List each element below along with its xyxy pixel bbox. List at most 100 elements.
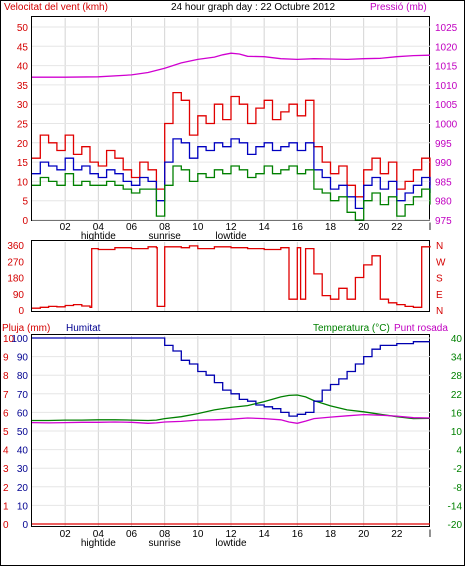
pressure-tick-label: 985 [435, 177, 452, 188]
x-tick-label: 04 [93, 529, 105, 540]
x-tick-label: 06 [126, 529, 138, 540]
wind-tick-label: 15 [17, 158, 29, 169]
humidity-tick-label: 60 [17, 408, 29, 419]
x-tick-label: 22 [391, 222, 403, 233]
humidity-tick-label: 10 [17, 501, 29, 512]
x-tick-label: 16 [292, 222, 304, 233]
pressure-tick-label: 980 [435, 197, 452, 208]
x-tick-label: 12 [225, 529, 237, 540]
x-tick-label: 14 [259, 529, 271, 540]
compass-tick-label: N [436, 306, 443, 317]
x-tick-label: 18 [325, 529, 337, 540]
direction-tick-label: 360 [7, 241, 24, 252]
rain-tick-label: 9 [3, 353, 9, 364]
direction-tick-label: 180 [7, 274, 24, 285]
x-event-label: sunrise [149, 231, 182, 242]
temperature-tick-label: 16 [451, 408, 463, 419]
wind-max-line [32, 91, 431, 198]
wind-tick-label: 50 [17, 23, 29, 34]
wind-tick-label: 5 [22, 197, 28, 208]
dewpoint-title: Punt rosada [394, 323, 448, 334]
temperature-tick-label: 22 [451, 390, 463, 401]
x-tick-label: 20 [358, 529, 370, 540]
temperature-tick-label: -20 [448, 520, 463, 531]
wind-min-line [32, 165, 431, 221]
data-series [31, 52, 431, 525]
humidity-tick-label: 80 [17, 371, 29, 382]
wind-title: Velocitat del vent (kmh) [4, 2, 108, 13]
wind-tick-label: 45 [17, 42, 29, 53]
rain-tick-label: 7 [3, 390, 9, 401]
pressure-tick-label: 990 [435, 158, 452, 169]
humidity-tick-label: 40 [17, 446, 29, 457]
temperature-title: Temperatura (°C) [313, 323, 390, 334]
rain-tick-label: 2 [3, 483, 9, 494]
pressure-tick-label: 1025 [435, 23, 458, 34]
temperature-line [32, 394, 431, 422]
humidity-tick-label: 100 [11, 334, 28, 345]
humidity-tick-label: 0 [22, 520, 28, 531]
x-tick-label: 04 [93, 222, 105, 233]
x-tick-label: 10 [192, 529, 204, 540]
x-event-label: lowtide [215, 231, 247, 242]
rain-tick-label: 1 [3, 501, 9, 512]
humidity-tick-label: 30 [17, 464, 29, 475]
x-tick-label: 06 [126, 222, 138, 233]
pressure-tick-label: 1005 [435, 100, 458, 111]
rain-tick-label: 8 [3, 371, 9, 382]
humidity-tick-label: 50 [17, 427, 29, 438]
dewpoint-line [31, 413, 431, 424]
x-tick-label: 02 [60, 222, 72, 233]
x-event-label: lowtide [215, 538, 247, 549]
wind-tick-label: 0 [22, 216, 28, 227]
pressure-line [32, 52, 431, 78]
compass-tick-label: S [436, 274, 443, 285]
humidity-tick-label: 90 [17, 353, 29, 364]
rain-tick-label: 6 [3, 408, 9, 419]
x-event-label: hightide [81, 231, 116, 242]
wind-tick-label: 30 [17, 100, 29, 111]
wind-tick-label: 20 [17, 139, 29, 150]
temperature-tick-label: -14 [448, 501, 463, 512]
axis-labels: 5045403530252015105010251020101510101005… [3, 23, 462, 549]
compass-tick-label: W [436, 257, 446, 268]
direction-tick-label: 0 [18, 306, 24, 317]
pressure-title: Pressió (mb) [370, 2, 427, 13]
pressure-tick-label: 975 [435, 216, 452, 227]
graph-title: 24 hour graph day : 22 Octubre 2012 [171, 2, 335, 13]
x-tick-label: 10 [192, 222, 204, 233]
humidity-line [32, 337, 430, 417]
temperature-tick-label: 34 [451, 353, 463, 364]
x-event-label: hightide [81, 538, 116, 549]
x-tick-label: 08 [159, 529, 171, 540]
x-tick-label: 22 [391, 529, 403, 540]
x-tick-label: 18 [325, 222, 337, 233]
x-tick-label: l [429, 529, 431, 540]
wind-tick-label: 10 [17, 177, 29, 188]
x-tick-label: l [429, 222, 431, 233]
humidity-tick-label: 70 [17, 390, 29, 401]
x-tick-label: 16 [292, 529, 304, 540]
compass-tick-label: N [436, 241, 443, 252]
x-tick-label: 12 [225, 222, 237, 233]
pressure-tick-label: 1020 [435, 42, 458, 53]
direction-line [32, 245, 431, 309]
direction-tick-label: 270 [7, 257, 24, 268]
temperature-tick-label: -8 [453, 483, 462, 494]
rain-tick-label: 4 [3, 446, 9, 457]
rain-tick-label: 10 [3, 334, 15, 345]
temperature-tick-label: 40 [451, 334, 463, 345]
temperature-tick-label: 4 [456, 446, 462, 457]
rain-tick-label: 0 [3, 520, 9, 531]
x-tick-label: 14 [259, 222, 271, 233]
pressure-tick-label: 995 [435, 139, 452, 150]
temperature-tick-label: -2 [453, 464, 462, 475]
rain-title: Pluja (mm) [2, 323, 50, 334]
temperature-tick-label: 10 [451, 427, 463, 438]
humidity-title: Humitat [66, 323, 101, 334]
x-tick-label: 20 [358, 222, 370, 233]
pressure-tick-label: 1000 [435, 120, 458, 131]
compass-tick-label: E [436, 290, 443, 301]
